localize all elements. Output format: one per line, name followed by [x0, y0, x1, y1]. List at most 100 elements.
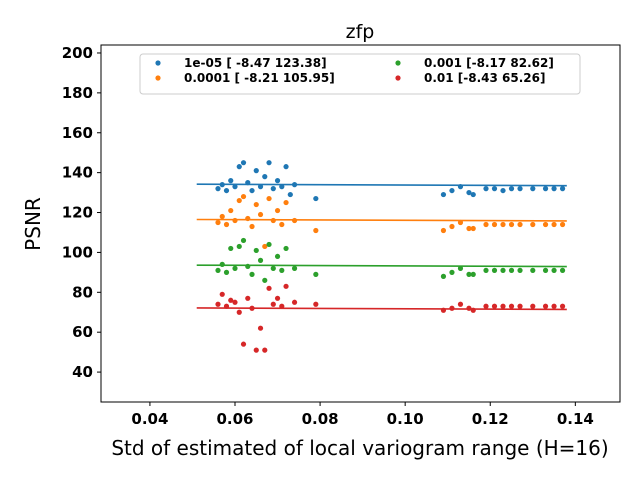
data-point — [551, 267, 557, 273]
data-point — [219, 213, 225, 220]
data-point — [530, 267, 536, 273]
data-point — [253, 168, 259, 174]
plot-marks — [196, 160, 567, 353]
data-point — [232, 265, 238, 271]
legend-item: 0.01 [-8.43 65.26] — [395, 71, 545, 85]
data-point — [240, 193, 247, 200]
data-point — [228, 178, 234, 184]
data-point — [559, 186, 566, 192]
fit-line — [196, 183, 567, 187]
data-point — [491, 221, 498, 228]
data-point — [253, 247, 259, 254]
data-point — [457, 265, 464, 271]
data-point — [236, 197, 242, 204]
data-point — [559, 221, 566, 228]
legend-label: 1e-05 [ -8.47 123.38] — [184, 56, 327, 70]
data-point — [215, 219, 221, 226]
x-tick-label: 0.04 — [131, 410, 168, 428]
data-point — [483, 267, 489, 273]
data-point — [559, 267, 566, 273]
data-point — [240, 341, 247, 347]
series-4 — [196, 283, 567, 353]
legend-label: 0.01 [-8.43 65.26] — [424, 71, 545, 85]
data-point — [219, 291, 225, 297]
data-point — [500, 221, 506, 228]
data-point — [517, 303, 523, 309]
series-2 — [196, 193, 567, 250]
data-point — [466, 271, 472, 277]
data-point — [287, 191, 293, 198]
fit-line — [196, 307, 567, 311]
data-point — [283, 283, 289, 289]
data-point — [283, 164, 289, 170]
y-tick-label: 60 — [72, 323, 93, 341]
plot-frame — [100, 44, 621, 403]
data-point — [440, 273, 447, 279]
data-point — [240, 237, 247, 244]
data-point — [508, 303, 515, 309]
data-point — [449, 187, 455, 194]
data-point — [542, 267, 549, 273]
data-point — [470, 271, 476, 277]
data-point — [440, 191, 447, 198]
data-point — [449, 269, 455, 275]
data-point — [542, 221, 549, 228]
data-point — [500, 267, 506, 273]
data-point — [500, 303, 506, 309]
data-point — [274, 295, 281, 301]
data-point — [223, 269, 230, 275]
data-point — [551, 221, 557, 228]
data-point — [530, 186, 536, 192]
legend-label: 0.0001 [ -8.21 105.95] — [184, 71, 335, 85]
chart-title: zfp — [346, 21, 375, 43]
x-axis-label: Std of estimated of local variogram rang… — [111, 436, 608, 460]
x-tick-label: 0.06 — [216, 410, 253, 428]
legend-marker — [395, 75, 401, 81]
y-axis-label: PSNR — [21, 197, 45, 251]
data-point — [266, 241, 272, 248]
legend-item: 0.0001 [ -8.21 105.95] — [155, 71, 335, 85]
data-point — [270, 265, 276, 271]
data-point — [270, 186, 276, 192]
data-point — [470, 225, 476, 232]
x-axis-ticks: 0.04 0.06 0.08 0.10 0.12 0.14 — [131, 402, 594, 428]
data-point — [313, 227, 319, 234]
fit-line — [196, 264, 567, 268]
legend-item: 1e-05 [ -8.47 123.38] — [155, 56, 327, 70]
data-point — [491, 303, 498, 309]
y-tick-label: 160 — [62, 124, 93, 142]
y-tick-label: 200 — [62, 44, 93, 62]
legend-item: 0.001 [-8.17 82.62] — [395, 56, 554, 70]
data-point — [266, 195, 272, 202]
data-point — [215, 301, 221, 307]
data-point — [270, 301, 276, 307]
data-point — [253, 201, 259, 208]
y-tick-label: 140 — [62, 164, 93, 182]
data-point — [262, 277, 268, 283]
data-point — [257, 325, 264, 331]
data-point — [508, 221, 515, 228]
legend-marker — [395, 60, 401, 66]
data-point — [470, 191, 476, 198]
data-point — [508, 267, 515, 273]
data-point — [215, 186, 221, 192]
legend-marker — [155, 60, 161, 66]
y-axis-ticks: 40 60 80 100 120 140 160 180 200 — [62, 44, 101, 381]
data-point — [228, 297, 234, 303]
y-tick-label: 40 — [72, 363, 93, 381]
data-point — [491, 267, 498, 273]
data-point — [313, 271, 319, 277]
data-point — [228, 245, 234, 252]
data-point — [257, 257, 264, 263]
data-point — [253, 347, 259, 353]
data-point — [228, 207, 234, 214]
legend-marker — [155, 75, 161, 81]
data-point — [236, 164, 242, 170]
x-tick-label: 0.08 — [302, 410, 339, 428]
data-point — [457, 301, 464, 307]
data-point — [223, 221, 230, 228]
data-point — [245, 295, 251, 301]
data-point — [466, 189, 472, 196]
data-point — [262, 243, 268, 250]
data-point — [223, 187, 230, 194]
